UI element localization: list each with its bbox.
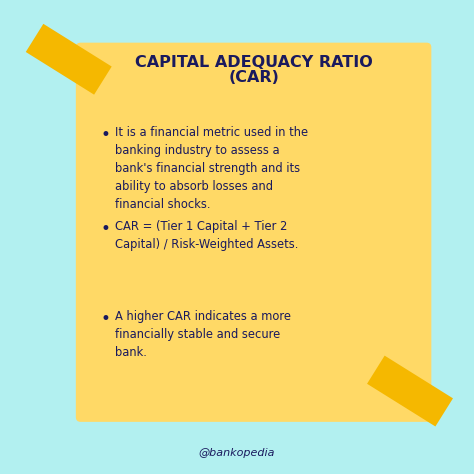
Polygon shape xyxy=(26,24,112,95)
Polygon shape xyxy=(367,356,453,427)
Text: CAR = (Tier 1 Capital + Tier 2
Capital) / Risk-Weighted Assets.: CAR = (Tier 1 Capital + Tier 2 Capital) … xyxy=(115,220,299,251)
Text: •: • xyxy=(100,126,110,144)
Text: •: • xyxy=(100,310,110,328)
Text: @bankopedia: @bankopedia xyxy=(199,447,275,458)
FancyBboxPatch shape xyxy=(76,43,431,422)
Text: CAPITAL ADEQUACY RATIO: CAPITAL ADEQUACY RATIO xyxy=(135,55,373,70)
Text: A higher CAR indicates a more
financially stable and secure
bank.: A higher CAR indicates a more financiall… xyxy=(115,310,291,359)
Text: •: • xyxy=(100,220,110,238)
Text: (CAR): (CAR) xyxy=(228,70,279,85)
Text: It is a financial metric used in the
banking industry to assess a
bank's financi: It is a financial metric used in the ban… xyxy=(115,126,308,210)
